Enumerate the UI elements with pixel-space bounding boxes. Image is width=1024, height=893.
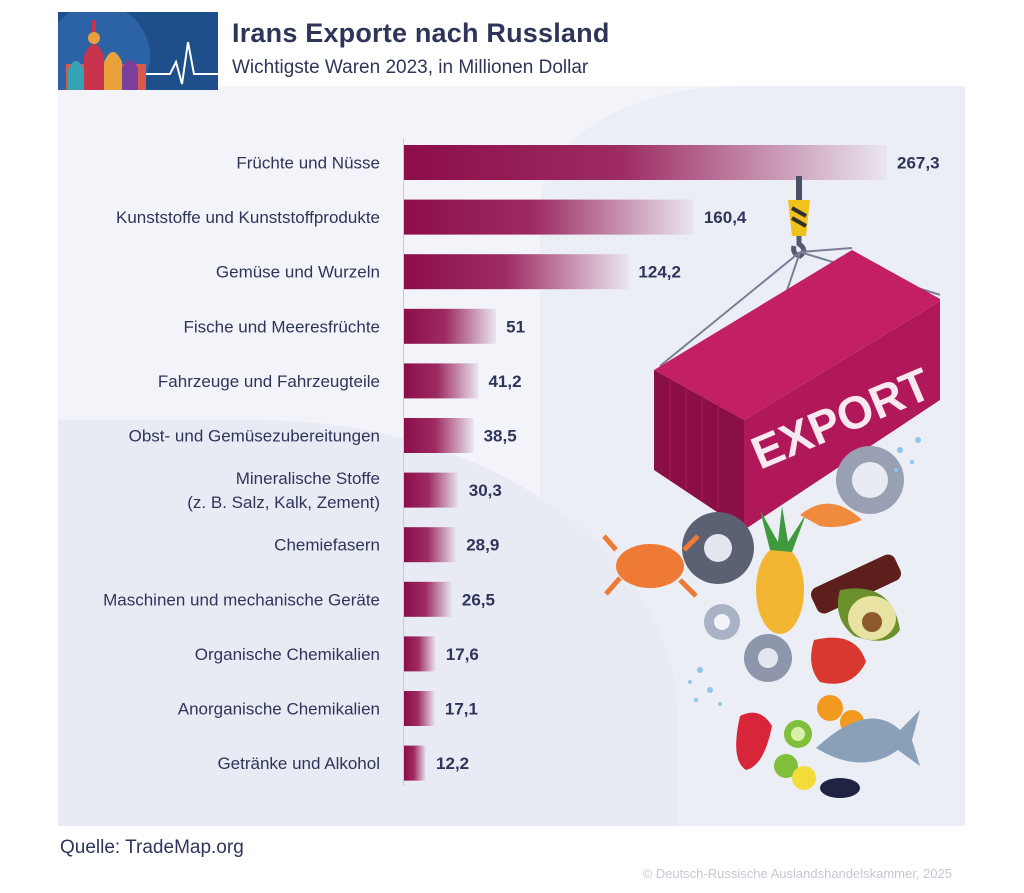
bar-value-label: 41,2	[488, 372, 521, 391]
category-label: Organische Chemikalien	[195, 645, 380, 664]
bar-value-label: 51	[506, 317, 525, 336]
bar-value-label: 26,5	[462, 590, 495, 609]
bar	[404, 254, 629, 290]
bar-value-label: 160,4	[704, 208, 747, 227]
bar-value-label: 267,3	[897, 154, 940, 173]
bar	[404, 308, 497, 344]
bar	[404, 418, 474, 453]
bar	[404, 145, 887, 180]
bar-value-label: 38,5	[484, 427, 517, 446]
copyright-note: © Deutsch-Russische Auslandshandelskamme…	[642, 866, 952, 881]
bar	[404, 527, 457, 563]
bar-value-label: 30,3	[469, 481, 502, 500]
bar	[404, 691, 435, 726]
category-label: Anorganische Chemikalien	[178, 700, 380, 719]
bar	[404, 363, 479, 399]
category-label: Kunststoffe und Kunststoffprodukte	[116, 208, 380, 227]
bar-value-label: 17,1	[445, 700, 478, 719]
bar-value-label: 12,2	[436, 754, 469, 773]
category-label: Chemiefasern	[274, 536, 380, 555]
bar	[404, 581, 452, 617]
category-label: Fahrzeuge und Fahrzeugteile	[158, 372, 380, 391]
category-label: Getränke und Alkohol	[217, 754, 380, 773]
bar-value-label: 28,9	[466, 536, 499, 555]
category-label: Maschinen und mechanische Geräte	[103, 590, 380, 609]
bar	[404, 745, 427, 781]
category-label: Gemüse und Wurzeln	[216, 263, 380, 282]
bar	[404, 636, 436, 672]
category-label: Obst- und Gemüsezubereitungen	[129, 427, 380, 446]
export-container-illustration: EXPORT	[602, 176, 940, 798]
category-label: Früchte und Nüsse	[236, 154, 380, 173]
category-label: Fische und Meeresfrüchte	[183, 317, 380, 336]
bar-value-label: 124,2	[638, 263, 681, 282]
bar	[404, 199, 694, 235]
source-note: Quelle: TradeMap.org	[60, 837, 244, 858]
chart-subtitle: Wichtigste Waren 2023, in Millionen Doll…	[232, 57, 589, 78]
category-axis-line	[403, 138, 404, 786]
bar-value-label: 17,6	[446, 645, 479, 664]
category-label: Mineralische Stoffe (z. B. Salz, Kalk, Ze…	[187, 469, 380, 512]
chart-title: Irans Exporte nach Russland	[232, 18, 610, 48]
kremlin-logo	[58, 12, 218, 90]
bar	[404, 472, 459, 508]
